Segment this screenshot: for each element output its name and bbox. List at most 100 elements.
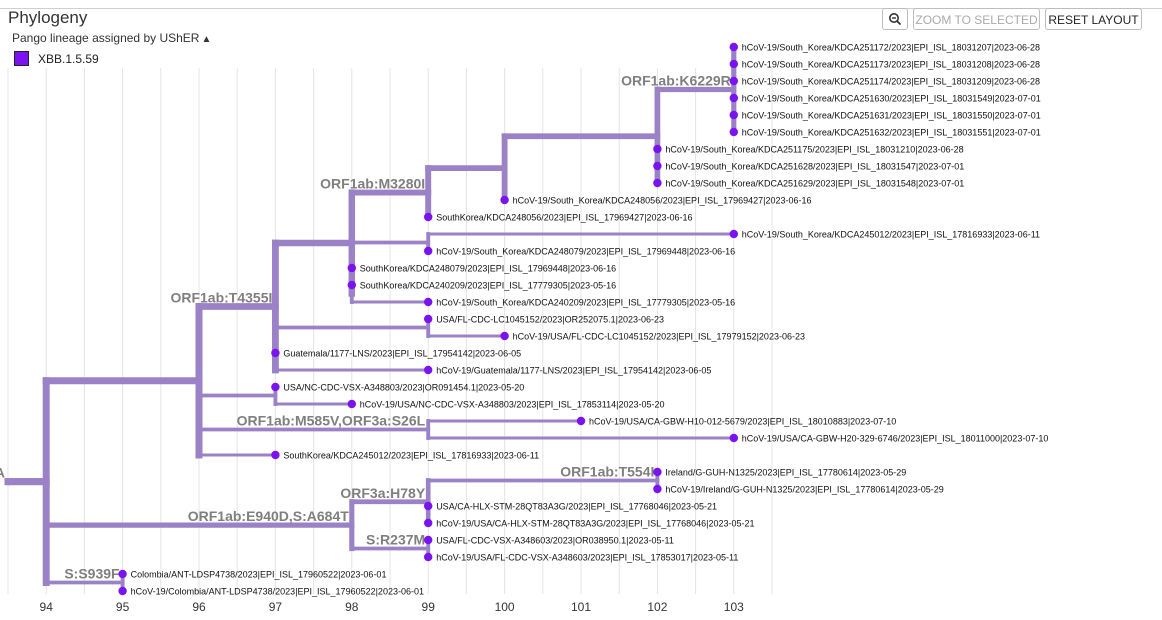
leaf-node-dot[interactable]: [729, 93, 738, 103]
leaf-node-dot[interactable]: [424, 246, 433, 256]
leaf-node-dot[interactable]: [424, 518, 433, 528]
leaf-node-dot[interactable]: [729, 42, 738, 52]
x-tick-label: 99: [422, 600, 436, 614]
legend: XBB.1.5.59: [14, 51, 99, 66]
leaf-label: hCoV-19/Guatemala/1177-LNS/2023|EPI_ISL_…: [436, 365, 711, 375]
leaf-label: USA/FL-CDC-LC1045152/2023|OR252075.1|202…: [436, 314, 664, 324]
leaf-label: Guatemala/1177-LNS/2023|EPI_ISL_17954142…: [283, 348, 521, 358]
leaf-node-dot[interactable]: [500, 195, 509, 205]
x-tick-label: 101: [571, 600, 591, 614]
leaf-node-dot[interactable]: [424, 535, 433, 545]
legend-label: XBB.1.5.59: [38, 51, 99, 66]
leaf-node-dot[interactable]: [424, 297, 433, 307]
reset-layout-button[interactable]: RESET LAYOUT: [1045, 8, 1142, 30]
mutation-label: ORF1ab:T4355I: [170, 290, 272, 306]
leaf-label: Colombia/ANT-LDSP4738/2023|EPI_ISL_17960…: [131, 569, 387, 579]
leaf-node-dot[interactable]: [347, 399, 356, 409]
leaf-label: hCoV-19/South_Korea/KDCA251631/2023|EPI_…: [742, 110, 1041, 120]
leaf-label: hCoV-19/South_Korea/KDCA251628/2023|EPI_…: [665, 161, 964, 171]
mutation-label: ORF1ab:K6229R: [621, 73, 731, 89]
x-tick-label: 94: [40, 600, 54, 614]
leaf-label: hCoV-19/South_Korea/KDCA245012/2023|EPI_…: [742, 229, 1040, 239]
leaf-node-dot[interactable]: [729, 59, 738, 69]
leaf-label: hCoV-19/South_Korea/KDCA251174/2023|EPI_…: [742, 76, 1040, 86]
leaf-label: USA/CA-HLX-STM-28QT83A3G/2023|EPI_ISL_17…: [436, 501, 717, 511]
leaf-node-dot[interactable]: [729, 127, 738, 137]
branches: [4, 44, 737, 593]
leaf-node-dot[interactable]: [653, 178, 662, 188]
zoom-to-selected-button[interactable]: ZOOM TO SELECTED: [913, 8, 1040, 30]
leaf-node-dot[interactable]: [653, 467, 662, 477]
leaf-node-dot[interactable]: [729, 76, 738, 86]
x-tick-label: 98: [345, 600, 359, 614]
legend-swatch: [14, 51, 29, 66]
zoom-icon-button[interactable]: [882, 8, 908, 30]
x-tick-label: 100: [495, 600, 515, 614]
leaf-node-dot[interactable]: [729, 433, 738, 443]
leaf-label: USA/FL-CDC-VSX-A348603/2023|OR038950.1|2…: [436, 535, 674, 545]
leaf-node-dot[interactable]: [424, 552, 433, 562]
mutation-label: 654A: [0, 465, 5, 481]
leaf-label: hCoV-19/USA/CA-GBW-H20-329-6746/2023|EPI…: [742, 433, 1049, 443]
leaf-node-dot[interactable]: [500, 331, 509, 341]
x-tick-label: 103: [724, 600, 744, 614]
mutation-label: S:R237M: [366, 532, 425, 548]
mutation-label: ORF1ab:M585V,ORF3a:S26L: [237, 413, 426, 429]
leaf-label: hCoV-19/USA/CA-GBW-H10-012-5679/2023|EPI…: [589, 416, 896, 426]
chevron-up-icon: ▲: [201, 34, 212, 45]
leaf-label: SouthKorea/KDCA245012/2023|EPI_ISL_17816…: [283, 450, 539, 460]
mutation-label: ORF1ab:E940D,S:A684T: [188, 508, 350, 524]
leaf-label: hCoV-19/USA/NC-CDC-VSX-A348803/2023|EPI_…: [360, 399, 665, 409]
leaf-label: hCoV-19/USA/CA-HLX-STM-28QT83A3G/2023|EP…: [436, 518, 754, 528]
leaf-label: hCoV-19/South_Korea/KDCA248056/2023|EPI_…: [513, 195, 812, 205]
leaf-label: hCoV-19/South_Korea/KDCA248079/2023|EPI_…: [436, 246, 735, 256]
leaf-node-dot[interactable]: [271, 450, 280, 460]
leaf-node-dot[interactable]: [424, 365, 433, 375]
leaf-label: SouthKorea/KDCA240209/2023|EPI_ISL_17779…: [360, 280, 616, 290]
leaf-node-dot[interactable]: [271, 348, 280, 358]
leaf-label: hCoV-19/USA/FL-CDC-LC1045152/2023|EPI_IS…: [513, 331, 805, 341]
leaf-node-dot[interactable]: [347, 280, 356, 290]
mutation-label: ORF3a:H78Y: [340, 485, 425, 501]
leaf-node-dot[interactable]: [424, 501, 433, 511]
leaf-label: hCoV-19/South_Korea/KDCA240209/2023|EPI_…: [436, 297, 735, 307]
leaf-label: hCoV-19/South_Korea/KDCA251629/2023|EPI_…: [665, 178, 964, 188]
leaf-node-dot[interactable]: [653, 144, 662, 154]
zoom-out-icon: [889, 13, 902, 26]
mutation-label: S:S939F: [64, 566, 120, 582]
leaf-label: SouthKorea/KDCA248056/2023|EPI_ISL_17969…: [436, 212, 692, 222]
leaf-node-dot[interactable]: [729, 229, 738, 239]
x-tick-label: 97: [269, 600, 283, 614]
leaf-label: hCoV-19/Ireland/G-GUH-N1325/2023|EPI_ISL…: [665, 484, 943, 494]
x-tick-label: 102: [647, 600, 667, 614]
panel-title: Phylogeny: [8, 8, 88, 27]
leaf-node-dot[interactable]: [118, 586, 127, 596]
leaf-node-dot[interactable]: [653, 161, 662, 171]
leaf-label: hCoV-19/South_Korea/KDCA251632/2023|EPI_…: [742, 127, 1041, 137]
leaf-node-dot[interactable]: [347, 263, 356, 273]
x-tick-label: 96: [192, 600, 206, 614]
leaf-node-dot[interactable]: [653, 484, 662, 494]
x-tick-label: 95: [116, 600, 130, 614]
leaf-label: hCoV-19/USA/FL-CDC-VSX-A348603/2023|EPI_…: [436, 552, 738, 562]
lineage-dropdown[interactable]: Pango lineage assigned by UShER ▲: [12, 31, 211, 45]
leaf-label: hCoV-19/Colombia/ANT-LDSP4738/2023|EPI_I…: [131, 586, 424, 596]
leaf-node-dot[interactable]: [576, 416, 586, 426]
panel-top-border: [0, 8, 1162, 9]
leaf-node-dot[interactable]: [271, 382, 280, 392]
mutation-label: ORF1ab:T554I: [560, 464, 654, 480]
leaf-label: Ireland/G-GUH-N1325/2023|EPI_ISL_1778061…: [665, 467, 906, 477]
leaf-label: USA/NC-CDC-VSX-A348803/2023|OR091454.1|2…: [283, 382, 524, 392]
mutation-label: ORF1ab:M3280I: [320, 176, 425, 192]
leaf-node-dot[interactable]: [118, 569, 127, 579]
leaf-node-dot[interactable]: [424, 314, 433, 324]
leaf-label: hCoV-19/South_Korea/KDCA251173/2023|EPI_…: [742, 59, 1040, 69]
leaf-label: hCoV-19/South_Korea/KDCA251172/2023|EPI_…: [742, 42, 1040, 52]
leaf-node-dot[interactable]: [729, 110, 738, 120]
lineage-dropdown-label: Pango lineage assigned by UShER: [12, 31, 200, 45]
leaf-node-dot[interactable]: [424, 212, 433, 222]
leaf-label: SouthKorea/KDCA248079/2023|EPI_ISL_17969…: [360, 263, 616, 273]
leaf-label: hCoV-19/South_Korea/KDCA251630/2023|EPI_…: [742, 93, 1041, 103]
leaf-label: hCoV-19/South_Korea/KDCA251175/2023|EPI_…: [665, 144, 963, 154]
